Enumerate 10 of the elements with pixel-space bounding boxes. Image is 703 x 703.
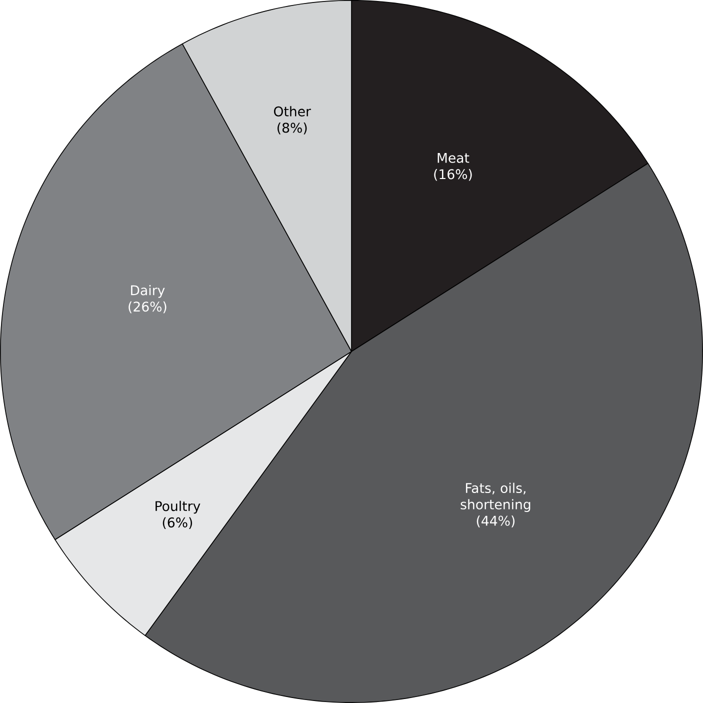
slice-label: Poultry — [156, 500, 200, 514]
data-label: (26%) — [128, 301, 166, 314]
slice-label: Fats, oils, shortening — [460, 482, 530, 512]
data-label: (16%) — [434, 168, 472, 181]
slice-label: Dairy — [131, 285, 165, 298]
data-label: (8%) — [278, 122, 307, 134]
slice-label: Meat — [438, 153, 470, 163]
data-label: (44%) — [476, 516, 515, 528]
slice-label: Other — [274, 106, 311, 116]
data-label: (6%) — [162, 517, 192, 530]
